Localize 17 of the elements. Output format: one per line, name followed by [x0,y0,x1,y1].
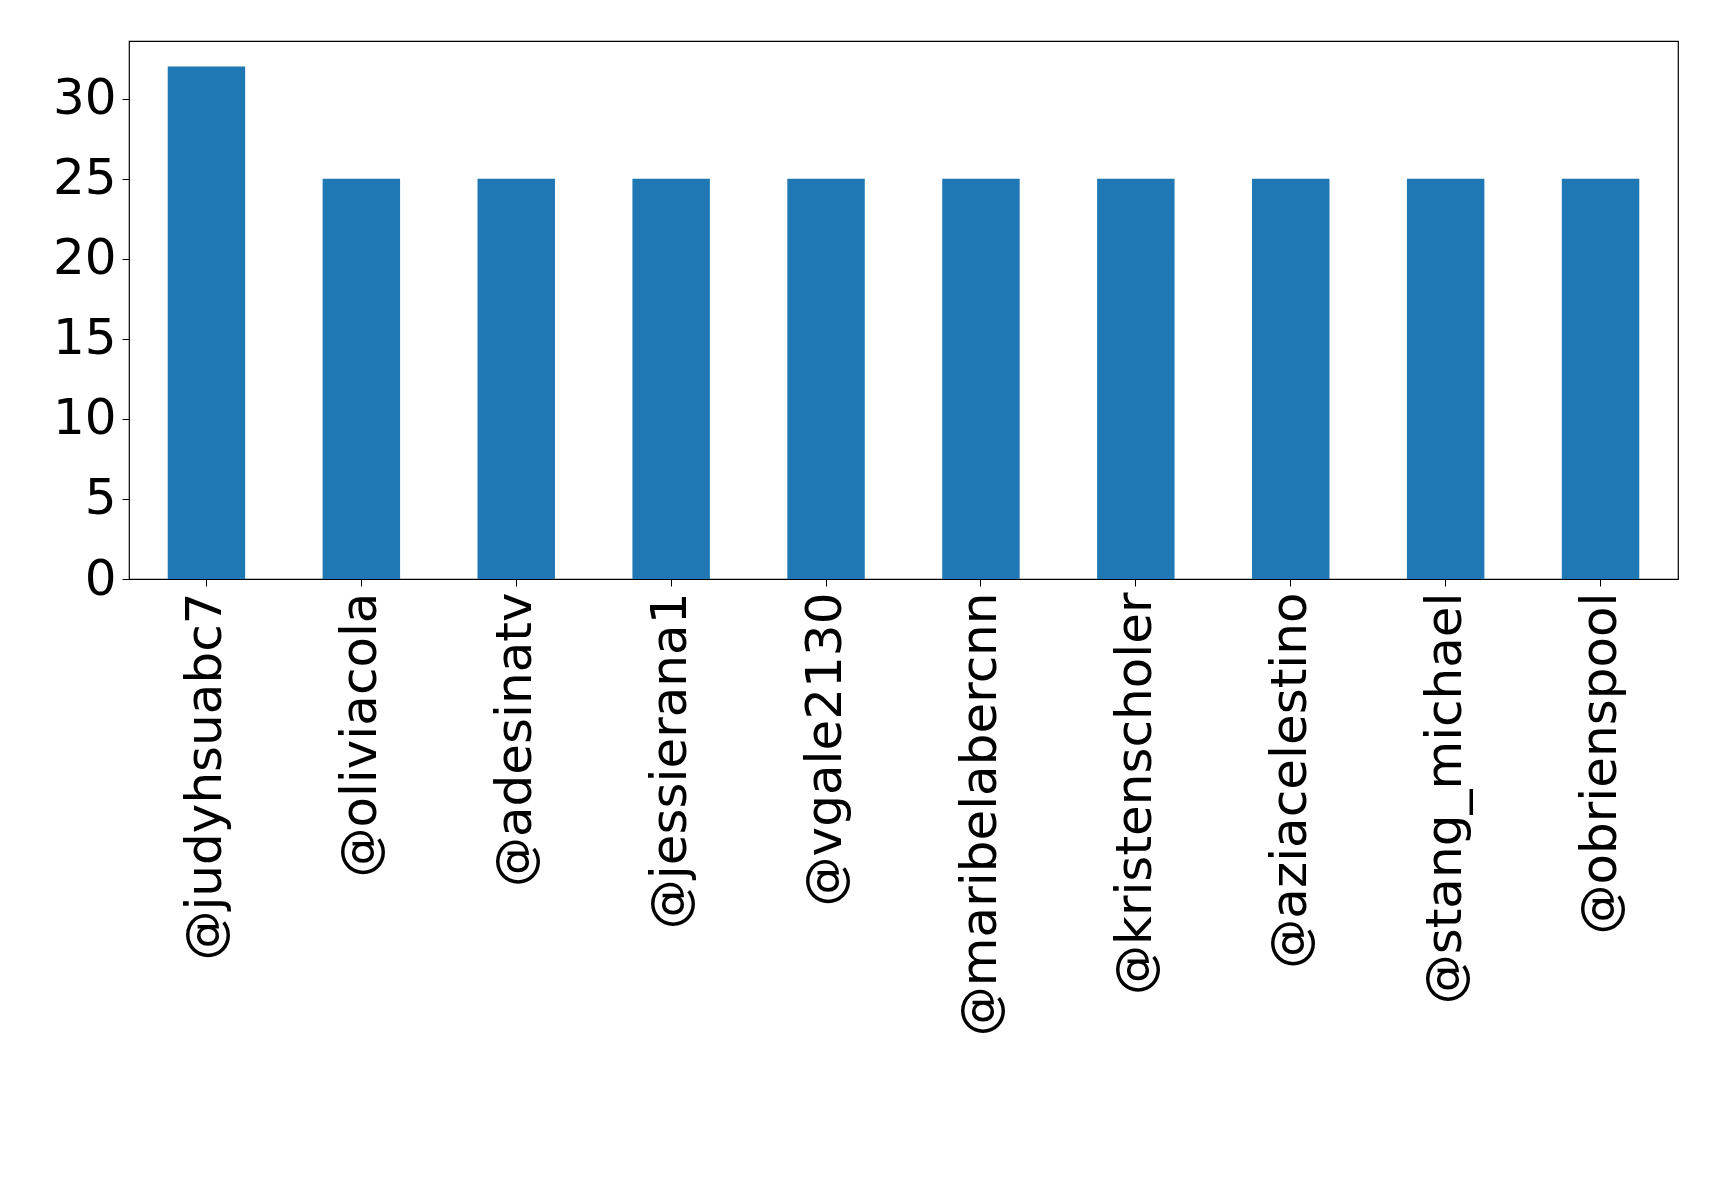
y-tick-label: 30 [52,68,117,127]
y-tick-label: 25 [52,148,117,207]
x-tick-label: @maribelabercnn [949,592,1008,1037]
x-tick-label: @jessierana1 [640,592,699,930]
x-tick-label: @obrienspool [1569,592,1628,935]
y-tick-label: 20 [52,228,117,287]
x-tick-label: @kristenscholer [1104,592,1163,996]
x-tick-label: @vgale2130 [795,592,854,907]
x-tick-label: @stang_michael [1414,592,1473,1005]
y-tick-label: 0 [84,548,117,607]
y-tick-label: 15 [52,308,117,367]
x-tick-label: @judyhsuabc7 [175,592,234,961]
x-tick-label: @adesinatv [485,592,544,888]
x-tick-label: @oliviacola [330,592,389,878]
x-tick-label: @aziacelestino [1259,592,1318,969]
y-tick-label: 10 [52,388,117,447]
y-tick-label: 5 [84,468,117,527]
